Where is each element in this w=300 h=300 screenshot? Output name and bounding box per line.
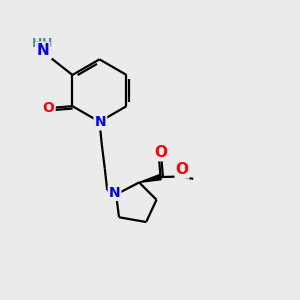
- Text: H: H: [32, 37, 42, 50]
- Text: N: N: [94, 116, 106, 129]
- Text: N: N: [109, 186, 120, 200]
- Text: H: H: [42, 37, 52, 50]
- Text: O: O: [154, 145, 167, 160]
- Text: O: O: [176, 162, 189, 177]
- Polygon shape: [139, 175, 161, 182]
- Text: N: N: [36, 43, 49, 58]
- Text: O: O: [43, 100, 55, 115]
